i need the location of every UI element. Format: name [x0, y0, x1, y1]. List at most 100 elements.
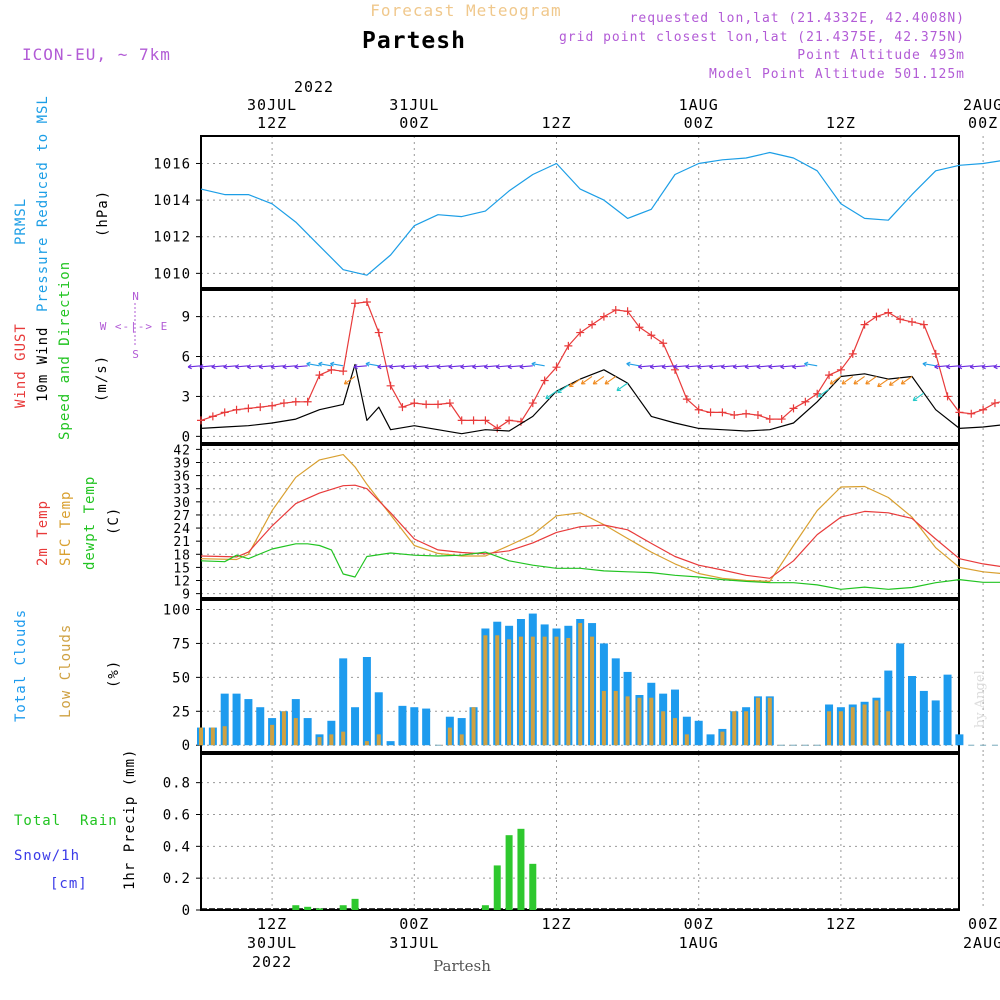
wind-arrowhead — [199, 364, 204, 370]
low-clouds-bar — [566, 638, 571, 746]
top-date-label: 30JUL — [247, 96, 297, 114]
y-tick-label: 0.6 — [163, 807, 191, 823]
wind-arrow — [425, 365, 439, 368]
y-tick-label: 15 — [173, 561, 191, 576]
wind-arrow — [697, 365, 711, 368]
total-clouds-bar — [339, 658, 348, 746]
top-time-label: 00Z — [399, 114, 429, 132]
low-clouds-bar — [542, 636, 547, 746]
wind-arrowhead — [673, 364, 678, 370]
wind-arrow — [958, 365, 972, 368]
wind-arrow — [993, 365, 1000, 368]
wind-arrowhead — [626, 361, 631, 367]
wind-arrowhead — [436, 364, 441, 370]
wind-arrowhead — [412, 364, 418, 370]
wind-arrow — [818, 388, 830, 398]
pressure-unit: (hPa) — [95, 190, 111, 237]
gust-marker — [386, 381, 395, 390]
y-tick-label: 1016 — [153, 156, 191, 172]
y-tick-label: 0.2 — [163, 871, 191, 887]
wind-arrowhead — [888, 381, 894, 386]
wind-arrow — [247, 365, 261, 368]
wind-arrowhead — [792, 364, 797, 370]
compass-we: W <-|-> E — [100, 320, 169, 333]
wind-arrow — [448, 365, 462, 368]
gust-marker — [955, 408, 964, 417]
rain-bar — [505, 835, 513, 910]
y-tick-label: 12 — [173, 575, 191, 590]
wind-arrow — [970, 365, 984, 368]
panels: 1010101210141016036991215182124273033363… — [153, 135, 1000, 919]
model-altitude: Model Point Altitude 501.125m — [709, 67, 965, 82]
wind-arrowhead — [817, 392, 823, 398]
wind-arrow — [377, 365, 391, 368]
wind-arrowhead — [519, 364, 524, 370]
gust-marker — [801, 397, 810, 406]
y-tick-label: 25 — [172, 704, 191, 720]
wind-arrow — [841, 376, 854, 385]
total-clouds-bar — [706, 734, 715, 746]
total-clouds-bar — [682, 716, 691, 746]
rain-bar — [351, 898, 359, 910]
low-clouds-bar — [459, 734, 464, 746]
total-clouds-bar — [410, 707, 419, 746]
gust-marker — [291, 397, 300, 406]
gust-marker — [730, 411, 739, 420]
wind-arrow — [436, 365, 450, 368]
wind-arrowhead — [258, 364, 263, 370]
top-time-label: 12Z — [257, 114, 287, 132]
low-clouds-label: Low Clouds — [58, 624, 74, 718]
point-altitude: Point Altitude 493m — [797, 48, 965, 63]
wind-arrow — [389, 365, 403, 368]
gust-marker — [611, 305, 620, 314]
wind-arrow — [616, 382, 628, 392]
wind-arrowhead — [829, 380, 835, 385]
wind-arrow — [259, 365, 273, 368]
wind-arrowhead — [981, 364, 986, 370]
low-clouds-bar — [720, 731, 725, 746]
wind-arrowhead — [545, 394, 550, 400]
y-tick-label: 0.4 — [163, 839, 191, 855]
top-time-label: 12Z — [541, 114, 571, 132]
total-clouds-bar — [256, 707, 265, 746]
total-clouds-bar — [422, 708, 431, 746]
pressure-line — [200, 151, 1000, 276]
panel-0: 1010 1012 1014 1016 — [153, 135, 984, 289]
wind-arrow — [306, 363, 320, 367]
total-clouds-bar — [244, 699, 253, 746]
wind-arrowhead — [282, 364, 287, 370]
wind-arrowhead — [853, 380, 858, 385]
y-tick-label: 0 — [182, 738, 191, 754]
gust-marker — [303, 397, 312, 406]
wind-arrow — [413, 365, 427, 368]
bottom-year-label: 2022 — [252, 953, 292, 971]
low-clouds-bar — [827, 711, 832, 746]
gust-marker — [540, 376, 549, 385]
watermark: by Angel — [973, 670, 988, 728]
low-clouds-bar — [850, 707, 855, 746]
wind-arrowhead — [377, 364, 382, 370]
gust-marker — [339, 367, 348, 376]
wind-arrow — [211, 365, 225, 368]
requested-coords: requested lon,lat (21.4332E, 42.4008N) — [630, 11, 965, 26]
wind-arrowhead — [495, 364, 500, 370]
wind-arrowhead — [460, 364, 465, 370]
low-clouds-bar — [886, 711, 891, 746]
y-tick-label: 9 — [182, 310, 191, 326]
wind-arrow — [638, 365, 652, 368]
precip-ylabel: 1hr Precip (mm) — [122, 749, 138, 890]
low-clouds-bar — [270, 724, 275, 746]
low-clouds-bar — [578, 623, 583, 746]
bottom-time-label: 12Z — [257, 915, 287, 933]
gust-marker — [884, 308, 893, 317]
total-clouds-bar — [303, 718, 312, 746]
bottom-date-label: 1AUG — [679, 934, 719, 952]
wind-arrowhead — [235, 364, 240, 370]
footer-location: Partesh — [433, 957, 491, 975]
bottom-time-label: 12Z — [826, 915, 856, 933]
wind-arrow — [592, 376, 605, 385]
wind-arrow — [877, 378, 889, 388]
low-clouds-bar — [554, 636, 559, 746]
